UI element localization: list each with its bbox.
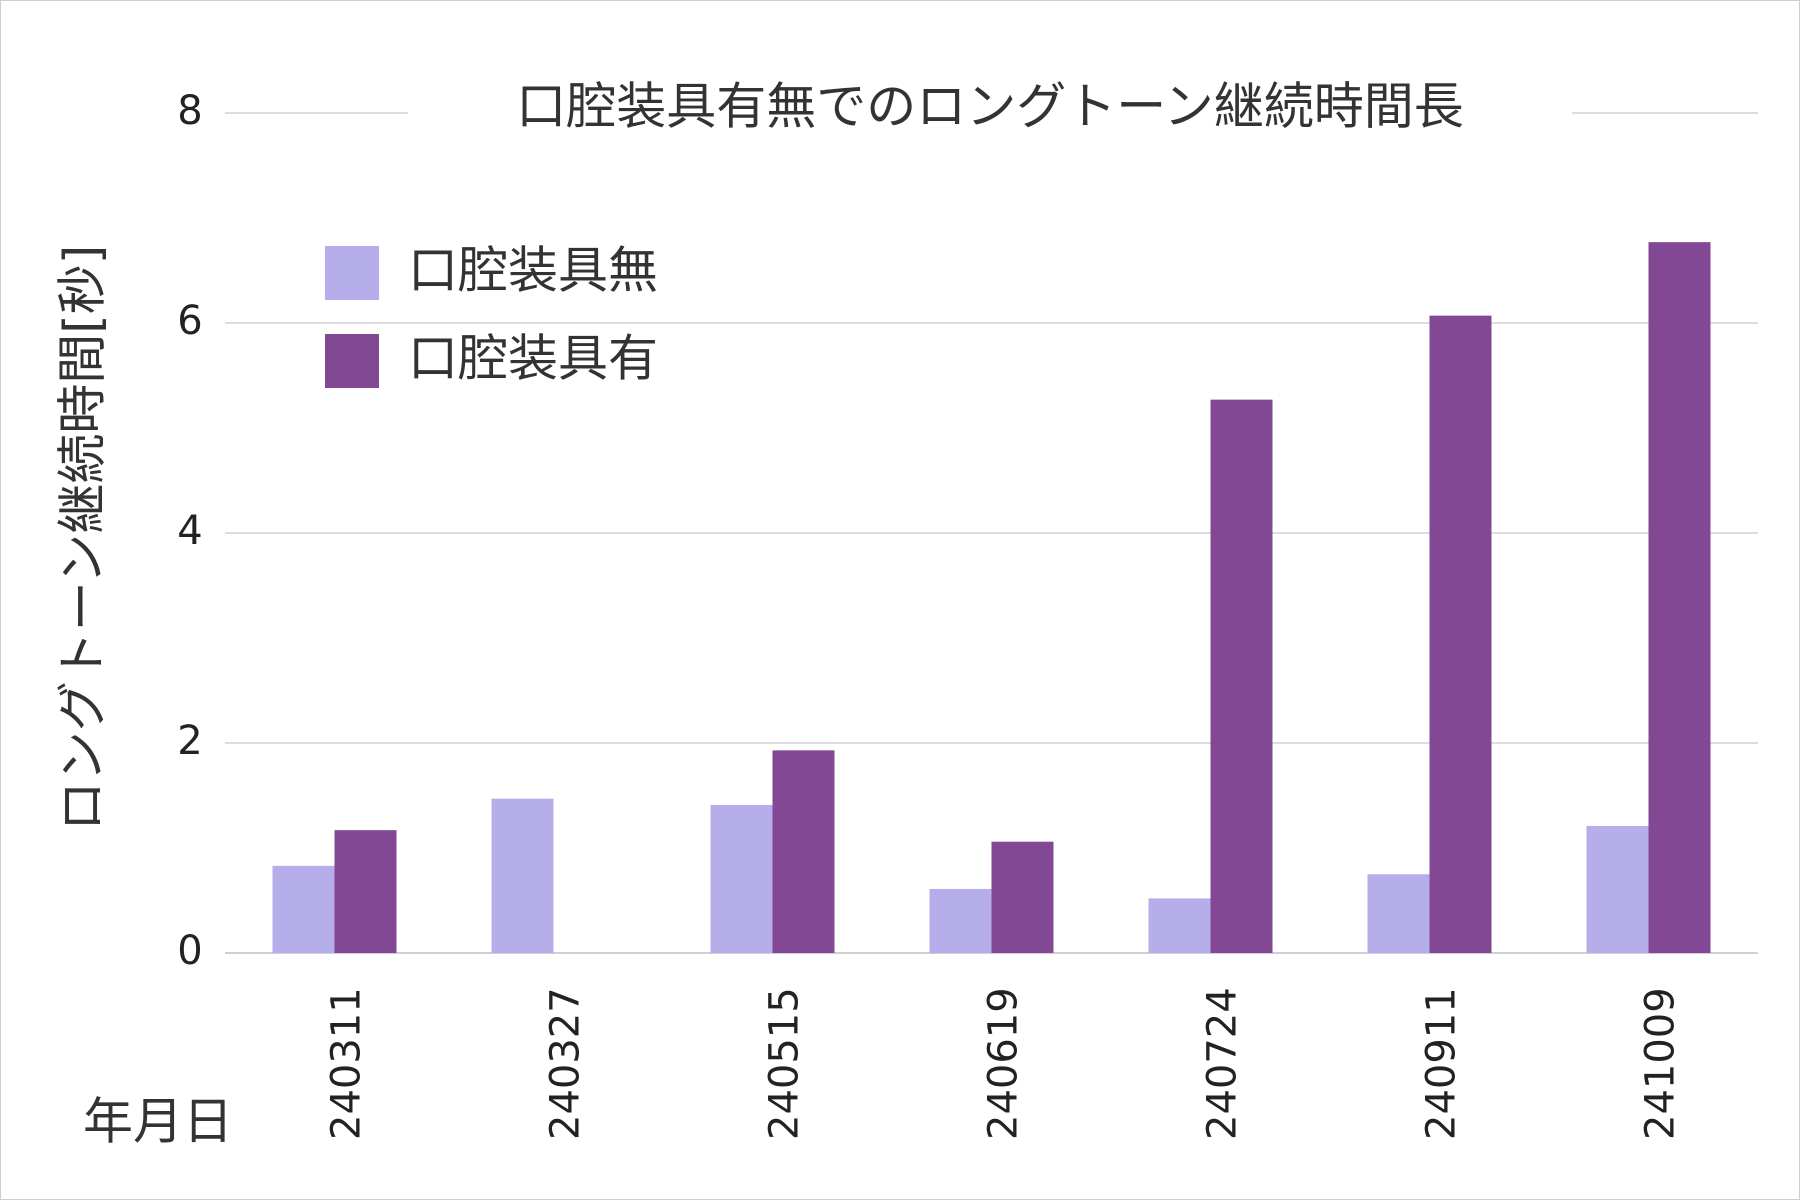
bar-with-device-240619 xyxy=(991,841,1054,953)
legend-swatch-no-device xyxy=(325,246,379,300)
x-tick-label: 240515 xyxy=(762,987,808,1140)
y-tick-label: 0 xyxy=(177,928,202,974)
bar-no-device-240327 xyxy=(491,798,554,953)
bar-no-device-240619 xyxy=(929,888,992,953)
x-tick-label: 240619 xyxy=(981,987,1027,1140)
y-axis-label: ロングトーン継続時間[秒] xyxy=(54,245,112,832)
bar-with-device-240311 xyxy=(334,830,397,953)
bars xyxy=(272,242,1711,953)
y-tick-label: 2 xyxy=(177,718,202,764)
y-tick-label: 6 xyxy=(177,298,202,344)
legend-label-no-device: 口腔装具無 xyxy=(408,242,658,300)
bar-with-device-241009 xyxy=(1648,242,1711,953)
legend-label-with-device: 口腔装具有 xyxy=(408,330,658,388)
y-tick-labels: 0 2 4 6 8 xyxy=(177,88,202,974)
bar-with-device-240724 xyxy=(1210,399,1273,953)
title-background xyxy=(408,78,1572,138)
gridlines xyxy=(225,112,1758,954)
legend-swatch-with-device xyxy=(325,334,379,388)
x-tick-label: 240311 xyxy=(324,987,370,1140)
bar-no-device-240311 xyxy=(272,865,335,953)
y-tick-label: 4 xyxy=(177,508,202,554)
x-tick-label: 240724 xyxy=(1200,987,1246,1140)
x-tick-label: 240327 xyxy=(543,987,589,1140)
legend: 口腔装具無 口腔装具有 xyxy=(325,242,658,388)
bar-with-device-240515 xyxy=(772,750,835,953)
y-tick-label: 8 xyxy=(177,88,202,134)
chart-title: 口腔装具有無でのロングトーン継続時間長 xyxy=(516,78,1464,136)
bar-no-device-240911 xyxy=(1367,874,1430,953)
bar-no-device-240515 xyxy=(710,804,773,953)
x-tick-label: 240911 xyxy=(1419,987,1465,1140)
bar-no-device-241009 xyxy=(1586,825,1649,953)
bar-with-device-240911 xyxy=(1429,315,1492,953)
x-tick-labels: 240311 240327 240515 240619 240724 240911 2410… xyxy=(324,987,1684,1140)
x-tick-label: 241009 xyxy=(1638,987,1684,1140)
bar-no-device-240724 xyxy=(1148,898,1211,953)
x-axis-label: 年月日 xyxy=(83,1093,233,1151)
